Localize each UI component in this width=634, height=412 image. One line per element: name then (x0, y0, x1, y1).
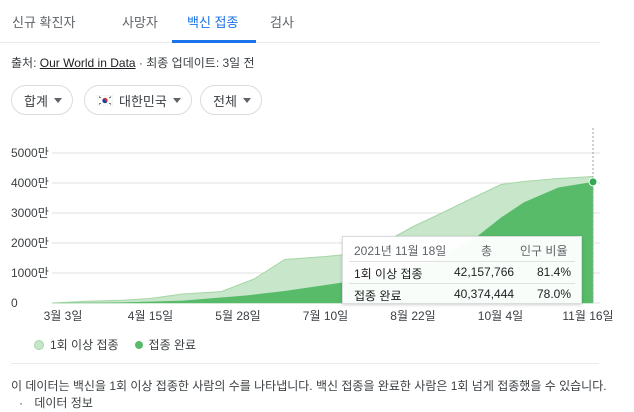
korea-flag-icon (97, 94, 113, 106)
legend-swatch-first-dose (34, 339, 44, 350)
footer-divider (11, 363, 599, 364)
x-tick-label: 3월 3일 (44, 309, 83, 323)
x-tick-label: 7월 10일 (303, 309, 348, 323)
tab-bar: 신규 확진자 사망자 백신 접종 검사 (0, 0, 600, 43)
tab-vaccination[interactable]: 백신 접종 (187, 15, 239, 30)
legend-label-first-dose: 1회 이상 접종 (50, 338, 119, 352)
y-tick-label: 2000만 (11, 236, 49, 250)
country-dropdown-label: 대한민국 (119, 93, 167, 109)
y-tick-label: 1000만 (11, 266, 49, 280)
tooltip-full-ratio: 78.0% (537, 287, 572, 301)
source-prefix: 출처: (11, 56, 37, 70)
scope-dropdown[interactable]: 전체 (200, 85, 262, 115)
tooltip-divider (349, 261, 575, 262)
tooltip-divider (349, 283, 575, 284)
country-dropdown[interactable]: 대한민국 (84, 85, 192, 115)
source-line: 출처: Our World in Data · 최종 업데이트: 3일 전 (11, 54, 255, 71)
legend-swatch-fully-vaccinated (134, 340, 143, 349)
chart-legend: 1회 이상 접종 접종 완료 (34, 336, 196, 353)
tooltip-full-label: 접종 완료 (354, 289, 402, 303)
tooltip-first-dose-ratio: 81.4% (537, 265, 572, 279)
tooltip-full-total: 40,374,444 (454, 287, 515, 301)
chevron-down-icon (53, 97, 62, 103)
chevron-down-icon (172, 97, 181, 103)
source-link[interactable]: Our World in Data (39, 56, 136, 70)
tab-new-cases[interactable]: 신규 확진자 (12, 15, 76, 30)
tab-tests[interactable]: 검사 (270, 15, 294, 30)
tooltip-first-dose-label: 1회 이상 접종 (354, 267, 423, 281)
y-tick-label: 5000만 (11, 146, 49, 160)
last-updated: · 최종 업데이트: 3일 전 (138, 56, 255, 70)
footer-text: 이 데이터는 백신을 1회 이상 접종한 사람의 수를 나타냅니다. 백신 접종… (11, 379, 607, 393)
hover-point (588, 177, 598, 187)
legend-label-fully-vaccinated: 접종 완료 (148, 338, 197, 352)
tab-deaths[interactable]: 사망자 (122, 15, 158, 30)
scope-dropdown-label: 전체 (213, 93, 237, 109)
chart-tooltip: 2021년 11월 18일 총 인구 비율 1회 이상 접종 42,157,76… (342, 236, 582, 304)
y-tick-label: 0 (11, 296, 18, 310)
total-dropdown[interactable]: 합계 (11, 85, 73, 115)
x-tick-label: 4월 15일 (128, 309, 173, 323)
tooltip-first-dose-total: 42,157,766 (454, 265, 515, 279)
total-dropdown-label: 합계 (24, 93, 48, 109)
active-tab-indicator (172, 40, 256, 43)
chevron-down-icon (242, 97, 251, 103)
x-tick-label: 8월 22일 (390, 309, 435, 323)
data-info-link[interactable]: 데이터 정보 (34, 396, 93, 410)
x-tick-label: 5월 28일 (215, 309, 260, 323)
x-tick-label: 11월 16일 (562, 309, 613, 323)
tooltip-ratio-header: 인구 비율 (520, 244, 568, 258)
tooltip-date: 2021년 11월 18일 (354, 244, 447, 258)
x-tick-label: 10월 4일 (478, 309, 523, 323)
tooltip-total-header: 총 (481, 244, 493, 258)
y-tick-label: 4000만 (11, 176, 49, 190)
footer-separator: · (19, 396, 23, 410)
y-tick-label: 3000만 (11, 206, 49, 220)
